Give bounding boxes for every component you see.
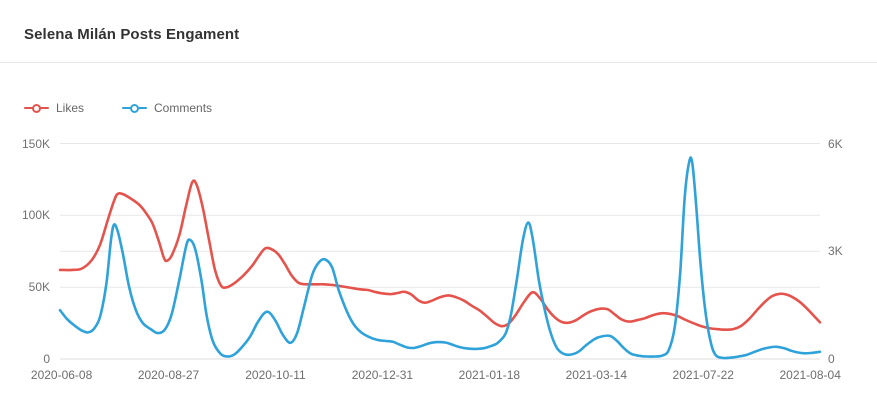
x-axis-tick: 2021-08-04 [779,368,841,382]
legend-dot-icon [130,103,140,113]
legend-label: Likes [56,101,85,115]
page-title: Selena Milán Posts Engament [24,26,240,43]
x-axis-tick: 2021-03-14 [565,368,627,382]
x-axis-tick: 2020-08-27 [137,368,200,382]
legend-item-likes[interactable]: Likes [24,101,84,115]
x-axis-tick: 2021-07-22 [672,368,734,382]
y-axis-left-tick: 150K [21,136,50,151]
chart-legend: Likes Comments [24,101,212,115]
legend-dot-icon [32,103,41,113]
x-axis-tick: 2020-06-08 [30,368,93,382]
x-axis-tick: 2020-12-31 [351,368,414,382]
x-axis-tick: 2021-01-18 [458,368,521,382]
y-axis-left-tick: 100K [21,208,50,223]
y-axis-left-tick: 0 [43,352,50,366]
legend-line-marker-icon [24,103,49,113]
x-axis-tick: 2020-10-11 [245,368,306,382]
divider [0,62,877,63]
legend-label: Comments [154,101,213,115]
y-axis-right-tick: 6K [828,136,843,151]
legend-line-marker-icon [122,103,148,113]
series-line-likes [58,179,822,331]
legend-item-comments[interactable]: Comments [122,101,212,115]
series-line-comments [58,156,822,360]
y-axis-left-tick: 50K [28,280,50,295]
y-axis-right-tick: 3K [828,244,843,259]
y-axis-right-tick: 0 [828,352,835,366]
